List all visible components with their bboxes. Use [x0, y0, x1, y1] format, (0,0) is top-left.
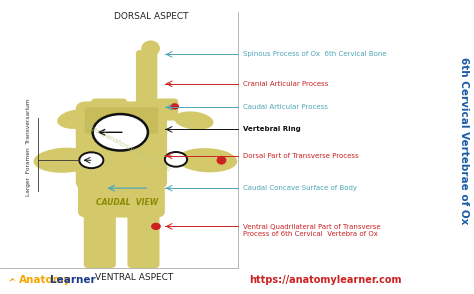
Ellipse shape [141, 40, 160, 57]
Circle shape [93, 114, 148, 151]
Text: Anatomy: Anatomy [18, 275, 71, 285]
FancyBboxPatch shape [84, 202, 116, 268]
FancyBboxPatch shape [128, 202, 160, 268]
Text: Vertebral Ring: Vertebral Ring [243, 126, 301, 132]
Text: Ventral Quadrilateral Part of Transverse
Process of 6th Cervical  Vertebra of Ox: Ventral Quadrilateral Part of Transverse… [243, 224, 381, 237]
Text: DORSAL ASPECT: DORSAL ASPECT [114, 12, 189, 21]
Ellipse shape [177, 148, 237, 172]
Text: 6th Cervical Vertebrae of Ox: 6th Cervical Vertebrae of Ox [458, 57, 469, 225]
Ellipse shape [170, 103, 179, 110]
Circle shape [79, 152, 103, 168]
Circle shape [165, 152, 187, 167]
FancyBboxPatch shape [140, 98, 178, 121]
Polygon shape [9, 278, 16, 282]
Ellipse shape [57, 109, 99, 129]
Text: Caudal Concave Surface of Body: Caudal Concave Surface of Body [243, 185, 357, 191]
Ellipse shape [217, 156, 227, 165]
FancyBboxPatch shape [91, 98, 127, 121]
FancyBboxPatch shape [136, 50, 157, 115]
Text: https://anatomylearner.com: https://anatomylearner.com [249, 275, 402, 285]
Ellipse shape [34, 148, 96, 173]
Text: Caudal Articular Process: Caudal Articular Process [243, 104, 328, 110]
Text: VENTRAL ASPECT: VENTRAL ASPECT [94, 273, 173, 282]
FancyBboxPatch shape [76, 101, 167, 190]
Text: Spinous Process of Ox  6th Cervical Bone: Spinous Process of Ox 6th Cervical Bone [243, 51, 386, 57]
Text: Learner: Learner [50, 275, 96, 285]
Text: Dorsal Part of Transverse Process: Dorsal Part of Transverse Process [243, 153, 358, 159]
FancyBboxPatch shape [85, 107, 158, 134]
Text: https://anatomylearner.com: https://anatomylearner.com [82, 121, 172, 173]
Ellipse shape [174, 111, 213, 130]
Text: Larger  Foramen  Transversarium: Larger Foramen Transversarium [27, 98, 31, 196]
Ellipse shape [151, 223, 161, 230]
FancyBboxPatch shape [78, 165, 165, 218]
Text: Cranial Articular Process: Cranial Articular Process [243, 81, 328, 87]
Text: CAUDAL  VIEW: CAUDAL VIEW [96, 198, 158, 207]
